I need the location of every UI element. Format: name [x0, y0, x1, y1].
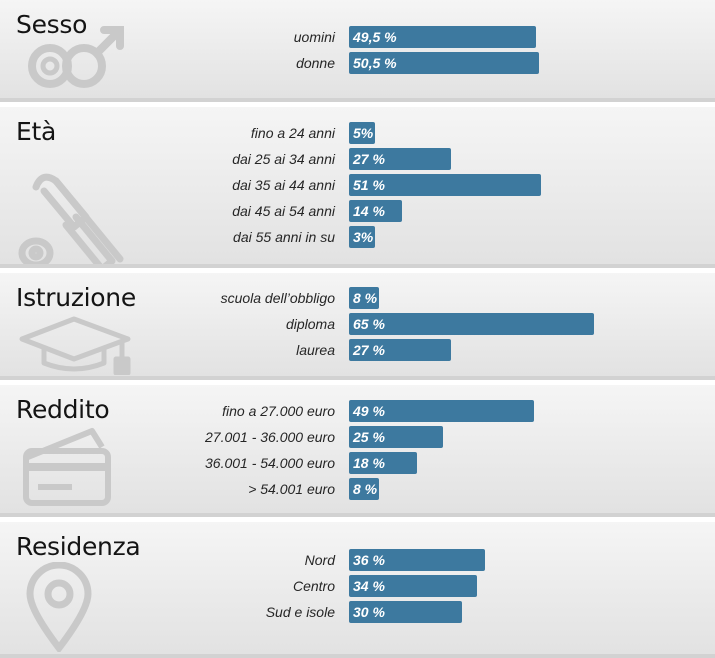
value-label: 18 % — [353, 455, 385, 471]
value-label: 27 % — [353, 151, 385, 167]
bar: 34 % — [349, 575, 477, 597]
category-label: dai 25 ai 34 anni — [232, 151, 335, 167]
category-label: > 54.001 euro — [248, 481, 335, 497]
panel-title: Sesso — [16, 10, 88, 39]
bar: 49,5 % — [349, 26, 536, 48]
value-label: 25 % — [353, 429, 385, 445]
value-label: 14 % — [353, 203, 385, 219]
panel-2: Età fino a 24 anni 5% dai 25 ai 34 anni 27 … — [0, 107, 715, 268]
bar: 36 % — [349, 549, 485, 571]
value-label: 65 % — [353, 316, 385, 332]
value-label: 27 % — [353, 342, 385, 358]
value-label: 49,5 % — [353, 29, 397, 45]
category-label: scuola dell’obbligo — [220, 290, 335, 306]
bar: 25 % — [349, 426, 443, 448]
graduation-cap-icon — [16, 311, 136, 376]
value-label: 8 % — [353, 481, 378, 497]
value-label: 51 % — [353, 177, 385, 193]
panel-title: Residenza — [16, 532, 141, 561]
category-label: Sud e isole — [265, 604, 335, 620]
bar: 14 % — [349, 200, 402, 222]
panel-5: Residenza Nord 36 % Centro 34 % Sud e isole 3… — [0, 522, 715, 658]
category-label: diploma — [285, 316, 335, 332]
category-label: 27.001 - 36.000 euro — [205, 429, 335, 445]
value-label: 36 % — [353, 552, 385, 568]
panel-title: Reddito — [16, 395, 110, 424]
category-label: Nord — [304, 552, 335, 568]
value-label: 3% — [353, 229, 374, 245]
category-label: dai 55 anni in su — [233, 229, 335, 245]
category-label: laurea — [296, 342, 335, 358]
category-label: donne — [296, 55, 335, 71]
category-label: Centro — [292, 578, 335, 594]
gender-icon — [14, 14, 134, 98]
bar: 50,5 % — [349, 52, 539, 74]
value-label: 30 % — [353, 604, 385, 620]
panel-title: Età — [16, 117, 57, 146]
bar: 5% — [349, 122, 375, 144]
category-label: 36.001 - 54.000 euro — [205, 455, 335, 471]
wallet-icon — [18, 421, 118, 513]
value-label: 5% — [353, 125, 374, 141]
bar: 30 % — [349, 601, 462, 623]
bar: 65 % — [349, 313, 594, 335]
value-label: 49 % — [353, 403, 385, 419]
category-label: dai 45 ai 54 anni — [232, 203, 335, 219]
bar: 8 % — [349, 478, 379, 500]
bar: 8 % — [349, 287, 379, 309]
category-label: fino a 27.000 euro — [222, 403, 335, 419]
bar: 51 % — [349, 174, 541, 196]
bar: 49 % — [349, 400, 534, 422]
panel-1: Sesso uomini 49,5 % donne 50,5 % — [0, 0, 715, 102]
panel-4: Reddito fino a 27.000 euro 49 % 27.001 - 3… — [0, 385, 715, 517]
category-label: fino a 24 anni — [250, 125, 335, 141]
location-pin-icon — [24, 561, 94, 654]
bar: 3% — [349, 226, 375, 248]
value-label: 8 % — [353, 290, 378, 306]
bar: 27 % — [349, 148, 451, 170]
bar: 18 % — [349, 452, 417, 474]
value-label: 50,5 % — [353, 55, 397, 71]
baby-bottle-icon — [16, 165, 126, 264]
bar: 27 % — [349, 339, 451, 361]
panel-3: Istruzione scuola dell’obbligo 8 % diploma… — [0, 273, 715, 380]
category-label: dai 35 ai 44 anni — [232, 177, 335, 193]
value-label: 34 % — [353, 578, 385, 594]
category-label: uomini — [293, 29, 335, 45]
panel-title: Istruzione — [16, 283, 136, 312]
